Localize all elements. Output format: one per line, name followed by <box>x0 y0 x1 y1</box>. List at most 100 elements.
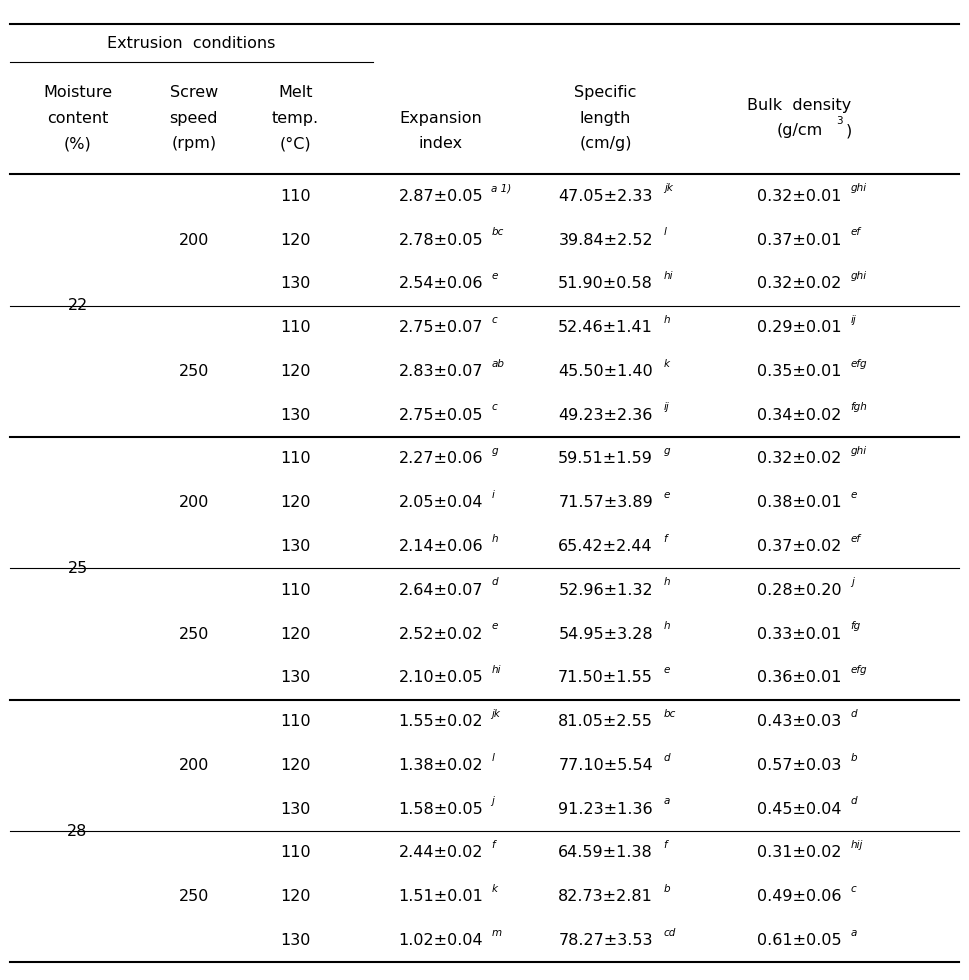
Text: 0.49±0.06: 0.49±0.06 <box>757 889 842 905</box>
Text: a: a <box>664 797 671 807</box>
Text: l: l <box>664 227 667 237</box>
Text: b: b <box>851 753 858 762</box>
Text: ef: ef <box>851 227 860 237</box>
Text: 71.50±1.55: 71.50±1.55 <box>558 670 653 685</box>
Text: g: g <box>491 446 498 456</box>
Text: 130: 130 <box>280 408 311 422</box>
Text: Moisture: Moisture <box>43 85 112 100</box>
Text: 0.38±0.01: 0.38±0.01 <box>757 495 842 511</box>
Text: 130: 130 <box>280 670 311 685</box>
Text: 0.32±0.02: 0.32±0.02 <box>757 276 842 291</box>
Text: 110: 110 <box>280 846 311 860</box>
Text: 0.57±0.03: 0.57±0.03 <box>757 758 842 773</box>
Text: ab: ab <box>491 359 504 368</box>
Text: Screw: Screw <box>170 85 218 100</box>
Text: a: a <box>851 928 858 938</box>
Text: cd: cd <box>664 928 676 938</box>
Text: h: h <box>664 577 671 587</box>
Text: 2.64±0.07: 2.64±0.07 <box>398 583 484 598</box>
Text: c: c <box>851 884 857 894</box>
Text: 2.54±0.06: 2.54±0.06 <box>398 276 484 291</box>
Text: k: k <box>491 884 497 894</box>
Text: 250: 250 <box>178 364 209 379</box>
Text: 0.35±0.01: 0.35±0.01 <box>757 364 842 379</box>
Text: e: e <box>851 490 858 500</box>
Text: 54.95±3.28: 54.95±3.28 <box>558 626 653 642</box>
Text: 47.05±2.33: 47.05±2.33 <box>558 189 653 204</box>
Text: c: c <box>491 403 497 413</box>
Text: j: j <box>491 797 494 807</box>
Text: ij: ij <box>851 315 857 324</box>
Text: e: e <box>491 621 498 631</box>
Text: fg: fg <box>851 621 861 631</box>
Text: Expansion: Expansion <box>399 111 483 125</box>
Text: 1.55±0.02: 1.55±0.02 <box>398 714 484 729</box>
Text: d: d <box>851 797 858 807</box>
Text: 2.44±0.02: 2.44±0.02 <box>398 846 484 860</box>
Text: 200: 200 <box>178 758 209 773</box>
Text: Bulk  density: Bulk density <box>747 98 852 113</box>
Text: hi: hi <box>664 271 673 281</box>
Text: ghi: ghi <box>851 271 867 281</box>
Text: 77.10±5.54: 77.10±5.54 <box>558 758 653 773</box>
Text: 200: 200 <box>178 232 209 248</box>
Text: 0.32±0.01: 0.32±0.01 <box>757 189 842 204</box>
Text: (rpm): (rpm) <box>172 136 216 151</box>
Text: 0.61±0.05: 0.61±0.05 <box>757 933 842 948</box>
Text: ): ) <box>846 123 852 138</box>
Text: 130: 130 <box>280 802 311 816</box>
Text: f: f <box>664 840 668 850</box>
Text: bc: bc <box>664 709 676 718</box>
Text: 1.51±0.01: 1.51±0.01 <box>398 889 484 905</box>
Text: d: d <box>491 577 498 587</box>
Text: 22: 22 <box>68 298 87 314</box>
Text: speed: speed <box>170 111 218 125</box>
Text: 52.46±1.41: 52.46±1.41 <box>558 320 653 335</box>
Text: 250: 250 <box>178 889 209 905</box>
Text: length: length <box>579 111 632 125</box>
Text: 0.31±0.02: 0.31±0.02 <box>757 846 842 860</box>
Text: 0.37±0.01: 0.37±0.01 <box>757 232 842 248</box>
Text: k: k <box>664 359 670 368</box>
Text: 59.51±1.59: 59.51±1.59 <box>558 452 653 466</box>
Text: 1.38±0.02: 1.38±0.02 <box>398 758 484 773</box>
Text: 25: 25 <box>68 561 87 576</box>
Text: 2.14±0.06: 2.14±0.06 <box>398 539 484 554</box>
Text: jk: jk <box>664 183 672 193</box>
Text: temp.: temp. <box>272 111 319 125</box>
Text: (g/cm: (g/cm <box>776 123 823 138</box>
Text: 2.83±0.07: 2.83±0.07 <box>398 364 484 379</box>
Text: 0.43±0.03: 0.43±0.03 <box>758 714 841 729</box>
Text: 91.23±1.36: 91.23±1.36 <box>558 802 653 816</box>
Text: 51.90±0.58: 51.90±0.58 <box>558 276 653 291</box>
Text: m: m <box>491 928 501 938</box>
Text: j: j <box>851 577 854 587</box>
Text: 110: 110 <box>280 320 311 335</box>
Text: 0.29±0.01: 0.29±0.01 <box>757 320 842 335</box>
Text: 78.27±3.53: 78.27±3.53 <box>558 933 653 948</box>
Text: fgh: fgh <box>851 403 867 413</box>
Text: 110: 110 <box>280 583 311 598</box>
Text: bc: bc <box>491 227 504 237</box>
Text: e: e <box>664 490 671 500</box>
Text: content: content <box>47 111 109 125</box>
Text: f: f <box>664 534 668 544</box>
Text: index: index <box>419 136 463 151</box>
Text: 2.75±0.07: 2.75±0.07 <box>398 320 484 335</box>
Text: 0.32±0.02: 0.32±0.02 <box>757 452 842 466</box>
Text: 52.96±1.32: 52.96±1.32 <box>558 583 653 598</box>
Text: Melt: Melt <box>278 85 313 100</box>
Text: 120: 120 <box>280 889 311 905</box>
Text: (cm/g): (cm/g) <box>579 136 632 151</box>
Text: h: h <box>664 621 671 631</box>
Text: Specific: Specific <box>575 85 637 100</box>
Text: 110: 110 <box>280 452 311 466</box>
Text: 45.50±1.40: 45.50±1.40 <box>558 364 653 379</box>
Text: 200: 200 <box>178 495 209 511</box>
Text: 2.27±0.06: 2.27±0.06 <box>398 452 484 466</box>
Text: 0.37±0.02: 0.37±0.02 <box>757 539 842 554</box>
Text: 2.52±0.02: 2.52±0.02 <box>398 626 484 642</box>
Text: 250: 250 <box>178 626 209 642</box>
Text: Extrusion  conditions: Extrusion conditions <box>108 35 275 51</box>
Text: g: g <box>664 446 671 456</box>
